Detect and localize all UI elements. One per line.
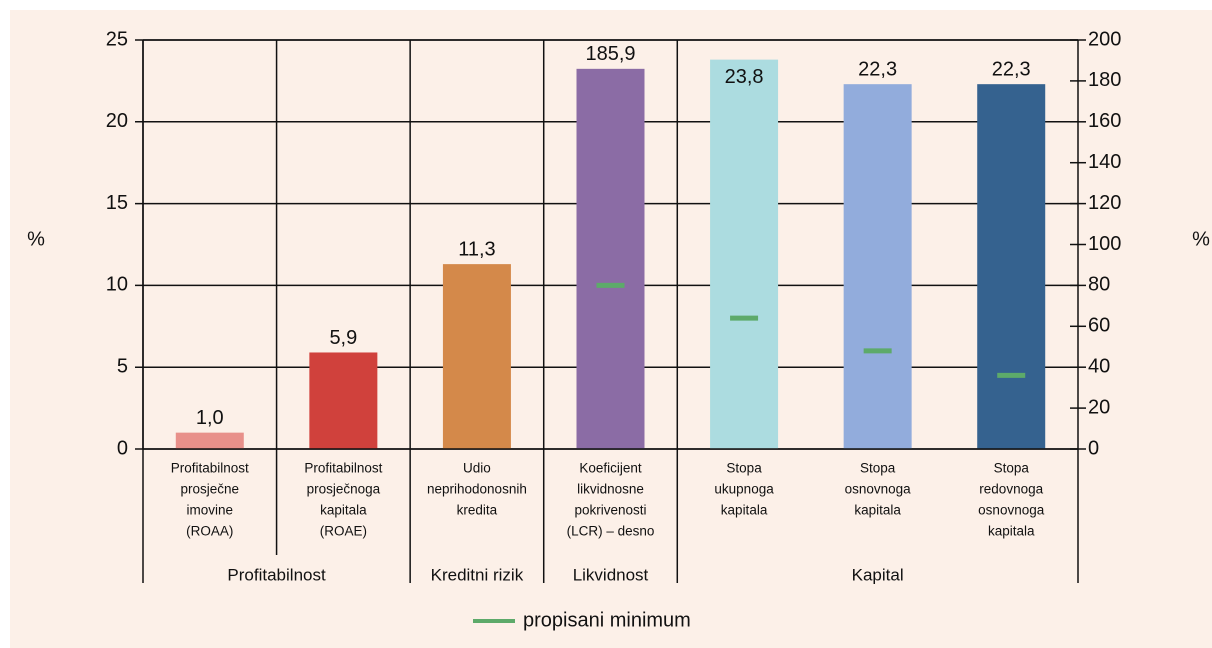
- bar: [977, 84, 1046, 449]
- value-label: 22,3: [858, 58, 897, 80]
- value-label: 5,9: [329, 327, 357, 349]
- y-axis-label: %: [27, 228, 45, 250]
- bar: [175, 432, 244, 449]
- category-label: kapitala: [721, 503, 768, 518]
- category-label: Stopa: [860, 461, 896, 476]
- category-label: prosječne: [181, 482, 240, 497]
- y2-tick-label: 80: [1088, 274, 1110, 296]
- group-label: Kreditni rizik: [431, 565, 524, 584]
- bar: [843, 84, 912, 449]
- group-label: Kapital: [852, 565, 904, 584]
- category-label: ukupnoga: [714, 482, 774, 497]
- category-label: (ROAE): [320, 524, 367, 539]
- category-label: (ROAA): [186, 524, 233, 539]
- category-label: osnovnoga: [978, 503, 1045, 518]
- y2-tick-label: 60: [1088, 315, 1110, 337]
- bar: [576, 68, 645, 449]
- y2-tick-label: 0: [1088, 437, 1099, 459]
- value-label: 11,3: [458, 238, 495, 260]
- category-label: imovine: [187, 503, 234, 518]
- category-label: (LCR) – desno: [567, 524, 655, 539]
- category-label: kapitala: [988, 524, 1035, 539]
- category-label: likvidnosne: [577, 482, 644, 497]
- group-label: Profitabilnost: [227, 565, 326, 584]
- category-label: Koeficijent: [579, 461, 642, 476]
- y-tick-label: 5: [117, 355, 128, 377]
- y-tick-label: 15: [106, 192, 128, 214]
- y-tick-label: 20: [106, 110, 128, 132]
- y2-tick-label: 160: [1088, 110, 1121, 132]
- bar: [710, 59, 779, 450]
- y2-tick-label: 180: [1088, 69, 1121, 91]
- category-label: kredita: [457, 503, 498, 518]
- y2-tick-label: 40: [1088, 355, 1110, 377]
- y-tick-label: 0: [117, 437, 128, 459]
- category-label: Udio: [463, 461, 491, 476]
- category-label: Profitabilnost: [304, 461, 382, 476]
- category-label: prosječnoga: [307, 482, 381, 497]
- category-label: Stopa: [726, 461, 762, 476]
- category-label: neprihodonosnih: [427, 482, 527, 497]
- value-label: 185,9: [585, 43, 635, 65]
- y2-tick-label: 100: [1088, 233, 1121, 255]
- value-label: 22,3: [992, 58, 1031, 80]
- category-label: redovnoga: [979, 482, 1043, 497]
- group-label: Likvidnost: [573, 565, 649, 584]
- y2-tick-label: 140: [1088, 151, 1121, 173]
- category-label: pokrivenosti: [574, 503, 646, 518]
- category-label: kapitala: [320, 503, 367, 518]
- y2-tick-label: 120: [1088, 192, 1121, 214]
- bar: [309, 352, 378, 449]
- y-tick-label: 25: [106, 28, 128, 50]
- category-label: Profitabilnost: [171, 461, 249, 476]
- category-label: osnovnoga: [845, 482, 912, 497]
- value-label: 23,8: [725, 66, 764, 88]
- y2-tick-label: 20: [1088, 396, 1110, 418]
- value-label: 1,0: [196, 407, 224, 429]
- bar: [442, 264, 511, 449]
- y2-axis-label: %: [1192, 228, 1210, 250]
- category-label: kapitala: [854, 503, 901, 518]
- category-label: Stopa: [994, 461, 1030, 476]
- legend-label: propisani minimum: [523, 609, 691, 631]
- y2-tick-label: 200: [1088, 28, 1121, 50]
- y-tick-label: 10: [106, 274, 128, 296]
